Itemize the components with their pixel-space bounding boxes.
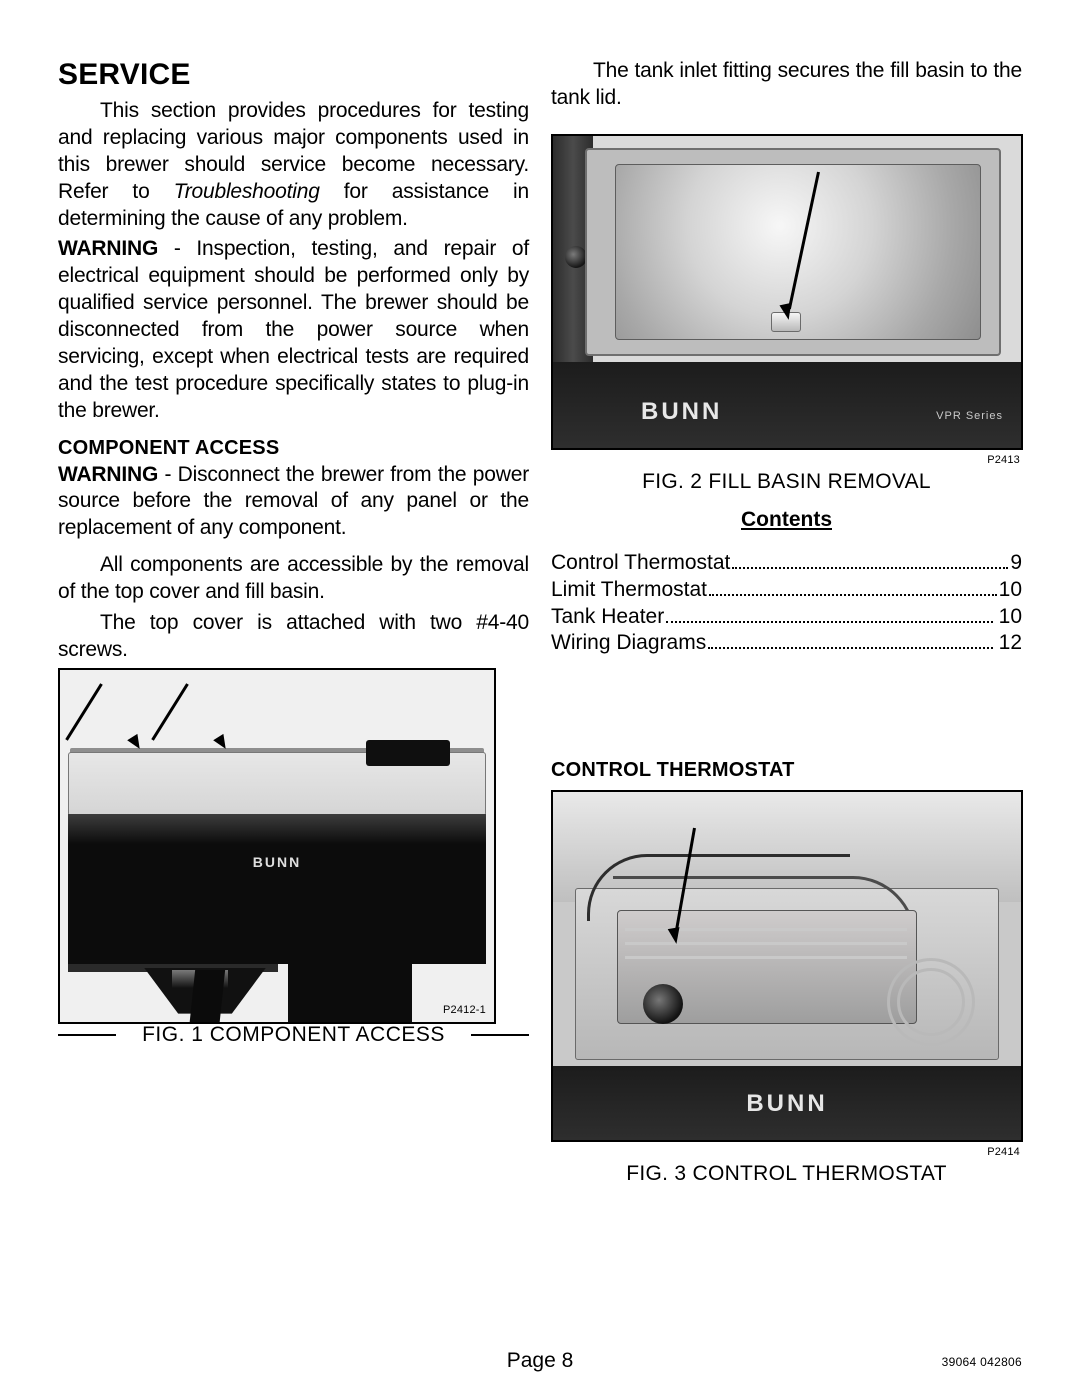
warning-1: WARNING - Inspection, testing, and repai… (58, 236, 529, 424)
figure-2: BUNN VPR Series (551, 134, 1023, 450)
access-para-1: All components are accessible by the rem… (58, 552, 529, 606)
toc-row: Wiring Diagrams 12 (551, 630, 1022, 657)
figure-1-code: P2412-1 (443, 1004, 486, 1016)
access-para-2b: screws. (58, 637, 529, 664)
contents-heading: Contents (551, 508, 1022, 532)
toc-label: Limit Thermostat (551, 577, 707, 604)
doc-code: 39064 042806 (942, 1355, 1022, 1369)
page-root: SERVICE This section provides procedures… (0, 0, 1080, 1397)
warning2-prefix: WARNING (58, 463, 158, 486)
figure-3-code: P2414 (551, 1146, 1020, 1158)
intro-italic: Troubleshooting (174, 180, 320, 203)
brand-label: BUNN (746, 1090, 827, 1118)
figure-1-wrap: BUNN P2412-1 FIG. 1 COMPONENT ACCESS (58, 668, 529, 1047)
page-footer: Page 8 (0, 1349, 1080, 1373)
service-heading: SERVICE (58, 58, 529, 92)
access-para-2a: The top cover is attached with two #4-40 (58, 610, 529, 637)
vpr-label: VPR Series (936, 410, 1003, 422)
toc-page: 12 (995, 630, 1022, 657)
two-columns: SERVICE This section provides procedures… (58, 58, 1022, 1186)
toc-label: Control Thermostat (551, 550, 730, 577)
toc-label: Tank Heater (551, 604, 664, 631)
toc-row: Limit Thermostat 10 (551, 577, 1022, 604)
warning1-text: - Inspection, testing, and repair of ele… (58, 237, 529, 421)
toc-row: Control Thermostat 9 (551, 550, 1022, 577)
toc-page: 9 (1010, 550, 1022, 577)
contents-toc: Control Thermostat 9 Limit Thermostat 10… (551, 550, 1022, 658)
right-column: The tank inlet fitting secures the fill … (551, 58, 1022, 1186)
figure-1-caption: FIG. 1 COMPONENT ACCESS (58, 1023, 529, 1047)
brand-label: BUNN (253, 854, 301, 870)
figure-1-caption-text: FIG. 1 COMPONENT ACCESS (126, 1023, 461, 1047)
left-column: SERVICE This section provides procedures… (58, 58, 529, 1186)
warning1-prefix: WARNING (58, 237, 158, 260)
tank-inlet-para: The tank inlet fitting secures the fill … (551, 58, 1022, 112)
component-access-head: COMPONENT ACCESS (58, 437, 529, 460)
service-intro: This section provides procedures for tes… (58, 98, 529, 232)
warning-2: WARNING - Disconnect the brewer from the… (58, 462, 529, 543)
control-thermostat-head: CONTROL THERMOSTAT (551, 759, 1022, 782)
toc-label: Wiring Diagrams (551, 630, 706, 657)
figure-2-code: P2413 (551, 454, 1020, 466)
figure-3: BUNN (551, 790, 1023, 1142)
brand-label: BUNN (641, 398, 722, 426)
toc-row: Tank Heater 10 (551, 604, 1022, 631)
toc-page: 10 (995, 604, 1022, 631)
figure-3-caption: FIG. 3 CONTROL THERMOSTAT (551, 1162, 1022, 1186)
figure-2-caption: FIG. 2 FILL BASIN REMOVAL (551, 470, 1022, 494)
toc-page: 10 (999, 577, 1022, 604)
figure-1: BUNN P2412-1 (58, 668, 496, 1024)
